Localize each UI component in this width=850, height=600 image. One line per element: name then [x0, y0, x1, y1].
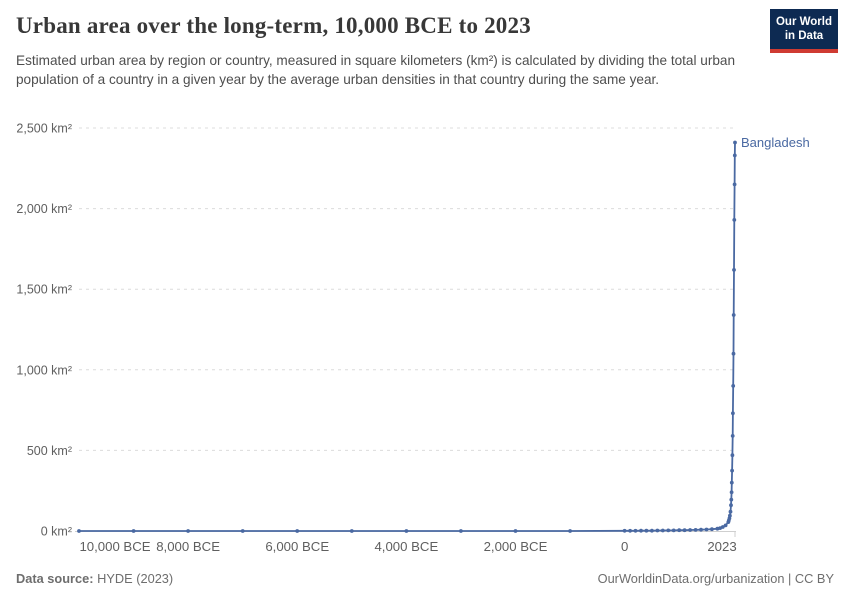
data-point[interactable]: [732, 218, 737, 222]
x-axis-tick-label: 4,000 BCE: [374, 539, 438, 554]
data-point[interactable]: [723, 523, 728, 528]
data-point[interactable]: [732, 182, 737, 187]
chart-footer: Data source: HYDE (2023) OurWorldinData.…: [16, 570, 834, 586]
data-point[interactable]: [77, 529, 81, 533]
x-axis-tick-label: 10,000 BCE: [79, 539, 150, 554]
data-point[interactable]: [731, 351, 736, 356]
data-source-value: HYDE (2023): [93, 570, 174, 586]
x-axis-tick-label: 2023: [707, 539, 736, 554]
data-point[interactable]: [710, 527, 714, 532]
data-point[interactable]: [729, 497, 734, 502]
x-axis-tick-label: 2,000 BCE: [484, 539, 548, 554]
data-point[interactable]: [628, 528, 632, 533]
data-point[interactable]: [731, 384, 736, 388]
owid-logo[interactable]: Our World in Data: [770, 9, 838, 53]
data-point[interactable]: [240, 529, 245, 533]
page-title: Urban area over the long-term, 10,000 BC…: [16, 13, 531, 38]
data-point[interactable]: [513, 529, 518, 533]
data-point[interactable]: [666, 528, 671, 533]
data-point[interactable]: [729, 503, 733, 508]
y-axis-tick-label: 1,500 km²: [16, 283, 72, 297]
data-point[interactable]: [677, 528, 682, 533]
y-axis-tick-label: 1,000 km²: [16, 363, 72, 377]
data-point[interactable]: [693, 528, 698, 532]
data-point[interactable]: [655, 528, 660, 533]
data-point[interactable]: [622, 528, 627, 533]
data-point[interactable]: [349, 529, 354, 533]
data-source: Data source: HYDE (2023): [16, 571, 173, 586]
data-point[interactable]: [704, 527, 709, 532]
x-axis-tick-label: 0: [621, 539, 628, 554]
data-point[interactable]: [671, 528, 676, 533]
data-point[interactable]: [732, 268, 736, 272]
data-point[interactable]: [729, 480, 734, 485]
data-point[interactable]: [728, 513, 732, 518]
data-point[interactable]: [650, 528, 654, 533]
data-point[interactable]: [733, 140, 737, 145]
data-point[interactable]: [682, 528, 687, 533]
data-point[interactable]: [720, 525, 725, 529]
data-point[interactable]: [688, 528, 692, 532]
data-point[interactable]: [131, 529, 136, 533]
data-point[interactable]: [730, 468, 734, 473]
footer-link[interactable]: OurWorldinData.org/urbanization | CC BY: [597, 570, 834, 586]
chart-subtitle: Estimated urban area by region or countr…: [16, 53, 736, 88]
data-point[interactable]: [639, 528, 643, 533]
data-point[interactable]: [699, 527, 703, 532]
owid-logo-line1: Our World: [775, 15, 832, 28]
x-axis-tick-label: 8,000 BCE: [156, 539, 220, 554]
data-point[interactable]: [295, 529, 300, 533]
y-axis-tick-label: 2,500 km²: [16, 122, 72, 136]
data-point[interactable]: [644, 528, 649, 533]
data-point[interactable]: [404, 529, 409, 533]
data-point[interactable]: [730, 453, 735, 458]
y-axis-tick-label: 2,000 km²: [16, 202, 72, 216]
x-axis-tick-label: 6,000 BCE: [265, 539, 329, 554]
data-point[interactable]: [731, 411, 735, 416]
series-entity-label[interactable]: Bangladesh: [741, 135, 810, 150]
data-point[interactable]: [728, 509, 733, 514]
data-point[interactable]: [633, 528, 638, 533]
data-source-label: Data source:: [16, 570, 94, 586]
data-point[interactable]: [660, 528, 665, 533]
data-point[interactable]: [568, 529, 572, 533]
data-point[interactable]: [732, 153, 737, 158]
y-axis-tick-label: 500 km²: [27, 444, 72, 458]
series-line: [79, 142, 736, 532]
data-point[interactable]: [730, 434, 735, 438]
data-point[interactable]: [729, 490, 734, 495]
y-axis-tick-label: 0 km²: [41, 525, 72, 539]
data-point[interactable]: [459, 529, 463, 533]
owid-logo-line2: in Data: [784, 30, 824, 42]
data-point[interactable]: [186, 529, 191, 533]
data-point[interactable]: [731, 313, 736, 317]
